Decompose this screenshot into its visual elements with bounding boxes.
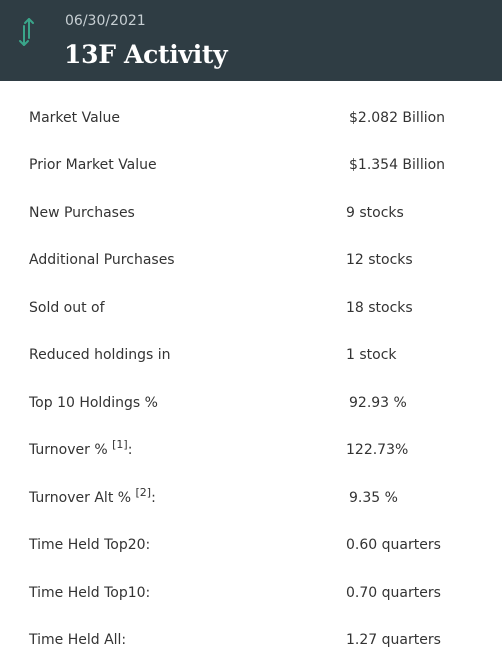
row-label: Turnover % [1]: (29, 427, 132, 474)
turnover-label: Turnover % (29, 442, 108, 458)
row-label: Prior Market Value (29, 157, 157, 173)
row-new-purchases: New Purchases 9 stocks (0, 190, 502, 237)
row-prior-market-value: Prior Market Value $1.354 Billion (0, 142, 502, 189)
row-label: Reduced holdings in (29, 347, 171, 363)
row-value: $1.354 Billion (349, 157, 446, 173)
row-time-held-top20: Time Held Top20: 0.60 quarters (0, 522, 502, 569)
row-additional-purchases: Additional Purchases 12 stocks (0, 237, 502, 284)
row-time-held-top10: Time Held Top10: 0.70 quarters (0, 570, 502, 617)
row-value: 9.35 % (349, 490, 398, 506)
row-value: 92.93 % (349, 395, 407, 411)
row-label: Sold out of (29, 300, 105, 316)
label-suffix: : (151, 490, 156, 506)
sort-arrows-icon[interactable] (16, 16, 38, 48)
row-label: Turnover Alt % [2]: (29, 475, 156, 522)
row-reduced-holdings: Reduced holdings in 1 stock (0, 332, 502, 379)
header-bar: 06/30/2021 13F Activity (0, 0, 502, 81)
row-value: 9 stocks (346, 205, 404, 221)
row-label: Additional Purchases (29, 252, 175, 268)
row-label: New Purchases (29, 205, 135, 221)
row-value: $2.082 Billion (349, 110, 446, 126)
row-value: 18 stocks (346, 300, 413, 316)
row-top10-holdings: Top 10 Holdings % 92.93 % (0, 380, 502, 427)
report-date: 06/30/2021 (65, 13, 146, 29)
page-title: 13F Activity (64, 40, 228, 69)
turnover-alt-label: Turnover Alt % (29, 490, 132, 506)
row-market-value: Market Value $2.082 Billion (0, 95, 502, 142)
row-label: Time Held Top10: (29, 585, 151, 601)
row-label: Top 10 Holdings % (29, 395, 158, 411)
row-label: Time Held Top20: (29, 537, 151, 553)
row-value: 1.27 quarters (346, 632, 441, 648)
row-sold-out-of: Sold out of 18 stocks (0, 285, 502, 332)
row-turnover: Turnover % [1]: 122.73% (0, 427, 502, 474)
footnote-link[interactable]: [1] (112, 438, 128, 451)
label-suffix: : (127, 442, 133, 458)
row-turnover-alt: Turnover Alt % [2]: 9.35 % (0, 475, 502, 522)
row-value: 12 stocks (346, 252, 413, 268)
row-value: 0.70 quarters (346, 585, 441, 601)
row-label: Market Value (29, 110, 121, 126)
footnote-link[interactable]: [2] (135, 486, 152, 499)
row-value: 1 stock (346, 347, 397, 363)
row-label: Time Held All: (29, 632, 127, 648)
row-value: 0.60 quarters (346, 537, 441, 553)
row-time-held-all: Time Held All: 1.27 quarters (0, 617, 502, 664)
row-value: 122.73% (346, 442, 409, 458)
